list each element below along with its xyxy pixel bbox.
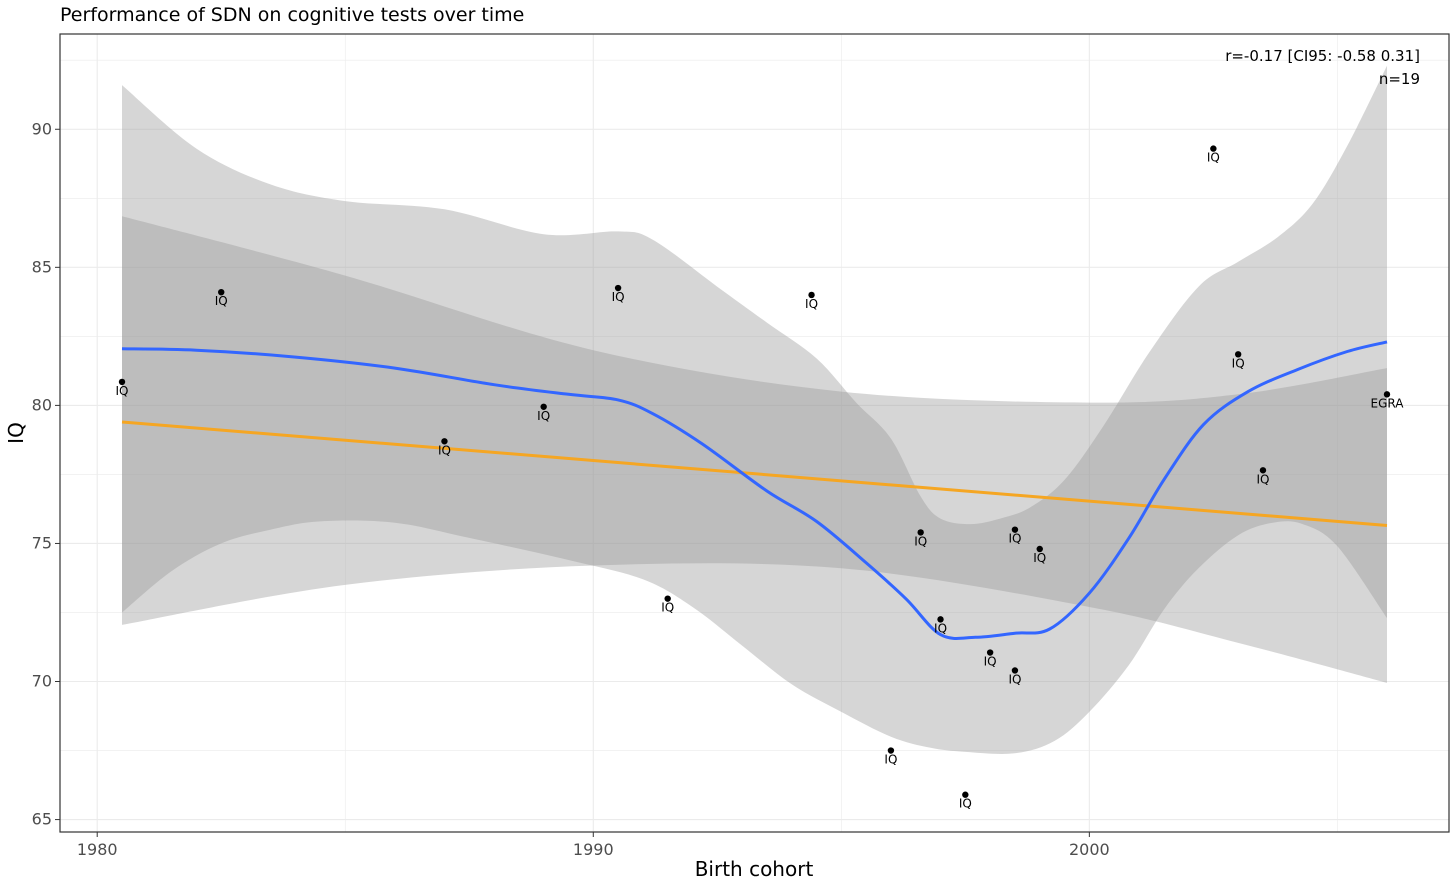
point-marker bbox=[1210, 145, 1217, 152]
data-point-2: IQ bbox=[215, 288, 228, 308]
x-axis-title: Birth cohort bbox=[695, 857, 814, 881]
sample-size-annotation: n=19 bbox=[1379, 70, 1420, 88]
x-tick-label: 1980 bbox=[77, 840, 118, 859]
gridlines bbox=[60, 34, 1449, 832]
point-marker bbox=[1234, 351, 1242, 358]
point-marker bbox=[614, 284, 622, 292]
point-marker bbox=[887, 747, 895, 754]
point-marker bbox=[1011, 667, 1019, 674]
point-label: IQ bbox=[215, 294, 228, 308]
point-marker bbox=[664, 595, 671, 602]
data-point-1: IQ bbox=[116, 378, 129, 398]
y-axis-title: IQ bbox=[4, 422, 28, 444]
point-label: IQ bbox=[1256, 472, 1269, 486]
data-point-5: IQ bbox=[612, 284, 625, 304]
point-label: IQ bbox=[612, 290, 625, 304]
data-point-11: IQ bbox=[959, 791, 972, 811]
data-point-10: IQ bbox=[934, 616, 947, 635]
smooth-fit-confidence-band bbox=[122, 65, 1387, 754]
y-tick-label: 90 bbox=[32, 119, 52, 138]
point-marker bbox=[118, 378, 126, 386]
point-label: IQ bbox=[805, 297, 818, 311]
point-marker bbox=[1259, 467, 1267, 474]
point-marker bbox=[540, 403, 547, 410]
point-label: IQ bbox=[1033, 551, 1046, 565]
y-tick-label: 70 bbox=[32, 672, 52, 691]
data-point-13: IQ bbox=[1008, 526, 1021, 546]
point-label: EGRA bbox=[1371, 396, 1405, 410]
plot-border bbox=[59, 33, 1450, 833]
y-tick-label: 80 bbox=[32, 395, 52, 414]
data-point-19: EGRA bbox=[1371, 391, 1405, 410]
point-label: IQ bbox=[1008, 532, 1021, 546]
data-point-14: IQ bbox=[1008, 667, 1021, 686]
linear-fit-line bbox=[121, 420, 1388, 527]
chart-title: Performance of SDN on cognitive tests ov… bbox=[60, 4, 524, 26]
data-point-6: IQ bbox=[661, 595, 674, 615]
x-tick-label: 1990 bbox=[573, 840, 614, 859]
data-point-3: IQ bbox=[438, 438, 451, 457]
data-point-17: IQ bbox=[1232, 351, 1245, 370]
y-tick-label: 65 bbox=[32, 810, 52, 829]
point-label: IQ bbox=[116, 384, 129, 398]
plot-background bbox=[60, 34, 1449, 832]
y-tick-label: 85 bbox=[32, 257, 52, 276]
data-point-9: IQ bbox=[914, 529, 927, 548]
point-marker bbox=[1383, 391, 1391, 398]
confidence-bands bbox=[122, 65, 1387, 754]
smooth-fit-line bbox=[121, 340, 1388, 640]
point-marker bbox=[937, 616, 944, 623]
point-label: IQ bbox=[934, 621, 947, 635]
data-point-12: IQ bbox=[984, 649, 997, 669]
y-tick-label: 75 bbox=[32, 533, 52, 552]
point-marker bbox=[962, 791, 969, 798]
data-point-8: IQ bbox=[884, 747, 897, 767]
data-point-4: IQ bbox=[537, 403, 550, 423]
point-label: IQ bbox=[661, 601, 674, 615]
point-marker bbox=[986, 649, 994, 656]
point-label: IQ bbox=[1207, 151, 1220, 165]
data-point-18: IQ bbox=[1256, 467, 1269, 486]
point-marker bbox=[808, 291, 815, 299]
point-label: IQ bbox=[537, 409, 550, 423]
point-marker bbox=[1011, 526, 1019, 533]
point-label: IQ bbox=[1008, 672, 1021, 686]
data-point-7: IQ bbox=[805, 291, 818, 311]
point-marker bbox=[218, 288, 225, 296]
point-marker bbox=[1036, 545, 1043, 553]
point-label: IQ bbox=[984, 655, 997, 669]
point-label: IQ bbox=[884, 753, 897, 767]
correlation-annotation: r=-0.17 [CI95: -0.58 0.31] bbox=[1225, 47, 1420, 65]
x-tick-label: 2000 bbox=[1069, 840, 1110, 859]
point-marker bbox=[441, 438, 448, 445]
point-label: IQ bbox=[914, 534, 927, 548]
data-point-16: IQ bbox=[1207, 145, 1220, 165]
data-point-15: IQ bbox=[1033, 545, 1046, 565]
point-label: IQ bbox=[1232, 356, 1245, 370]
point-label: IQ bbox=[959, 797, 972, 811]
fit-lines bbox=[121, 340, 1388, 640]
point-marker bbox=[917, 529, 924, 536]
linear-fit-confidence-band bbox=[122, 216, 1387, 683]
point-label: IQ bbox=[438, 443, 451, 457]
data-points: IQ IQ IQ IQ IQ IQ IQ IQ IQ IQ IQ IQ IQ IQ IQ IQ IQ IQ EGRA bbox=[116, 145, 1405, 811]
axis-ticks: 1980 1990 2000 65 70 75 80 85 90 bbox=[32, 119, 1110, 859]
